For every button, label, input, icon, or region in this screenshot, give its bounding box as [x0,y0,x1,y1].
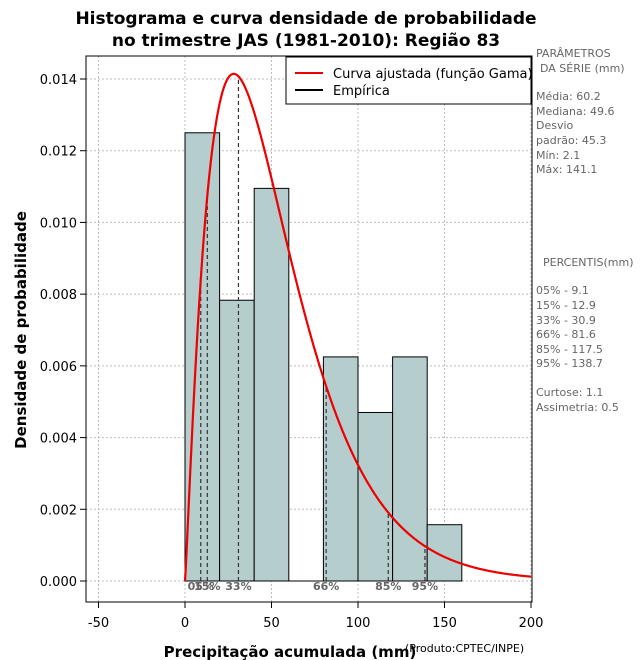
y-tick-label: 0.006 [40,360,77,375]
y-tick-label: 0.014 [40,73,77,88]
x-tick-label: 200 [519,616,544,631]
percentile-label: 85% [375,580,401,593]
y-tick-label: 0.002 [40,503,77,518]
percentile-row: 33% - 30.9 [536,313,596,327]
legend: Curva ajustada (função Gama) Empírica [285,56,533,105]
params-title-line-2: DA SÉRIE (mm) [540,61,625,75]
histogram-bar [426,524,463,582]
x-tick-label: 50 [263,616,280,631]
percentile-row: 66% - 81.6 [536,328,596,342]
y-tick-label: 0.010 [40,216,77,231]
percentile-row: 95% - 138.7 [536,357,603,371]
x-tick-label: 150 [432,616,457,631]
stat-median: Mediana: 49.6 [536,104,615,118]
percentile-label: 66% [313,580,339,593]
chart-title-line-2: no trimestre JAS (1981-2010): Região 83 [112,31,500,51]
histogram-bar [392,356,428,582]
stat-max: Máx: 141.1 [536,163,598,177]
histogram-bar [219,299,255,582]
stat-kurtosis: Curtose: 1.1 [536,385,604,399]
legend-label-empirical: Empírica [333,84,390,99]
stat-stddev-line-1: Desvio [536,119,574,133]
percentile-lines [200,76,426,581]
histogram-bar [184,132,221,582]
percentiles-title: PERCENTIS(mm) [543,255,634,269]
plot-frame [85,55,533,603]
chart-title-line-1: Histograma e curva densidade de probabil… [75,9,536,29]
y-tick-label: 0.008 [40,288,77,303]
stat-mean: Média: 60.2 [536,90,601,104]
percentile-label: 33% [225,580,251,593]
params-title-line-1: PARÂMETROS [536,47,611,60]
y-tick-label: 0.000 [40,575,77,590]
percentile-label: 05% [188,580,214,593]
legend-box [285,56,532,105]
y-tick-label: 0.012 [40,145,77,160]
series-stats-panel: PARÂMETROS DA SÉRIE (mm) Média: 60.2 Med… [536,47,640,415]
axis-ticks: -50 0 50 100 150 200 0.000 0.002 0.004 0.006 0.008… [40,73,544,631]
stat-min: Mín: 2.1 [536,148,581,162]
credit-text: (Produto:CPTEC/INPE) [405,642,524,655]
y-axis-label: Densidade de probabilidade [12,211,30,449]
percentile-row: 05% - 9.1 [536,284,589,298]
histogram-bar [253,187,290,582]
percentile-labels: 05%15% 33% 66% 85% 95% [188,580,439,593]
x-axis-label: Precipitação acumulada (mm) [164,643,417,660]
stat-skewness: Assimetria: 0.5 [536,400,619,414]
stat-stddev-line-2: padrão: 45.3 [536,133,607,147]
percentile-row: 85% - 117.5 [536,342,603,356]
x-tick-label: -50 [88,616,109,631]
fitted-gamma-curve [183,72,532,582]
x-tick-label: 100 [346,616,371,631]
percentile-row: 15% - 12.9 [536,298,596,312]
legend-label-fitted: Curva ajustada (função Gama) [333,67,533,82]
x-tick-label: 0 [181,616,189,631]
percentile-label: 15% [194,580,220,593]
histogram-bars [184,132,463,582]
fitted-curve-layer [183,72,532,582]
y-tick-label: 0.004 [40,432,77,447]
percentile-label: 95% [412,580,438,593]
